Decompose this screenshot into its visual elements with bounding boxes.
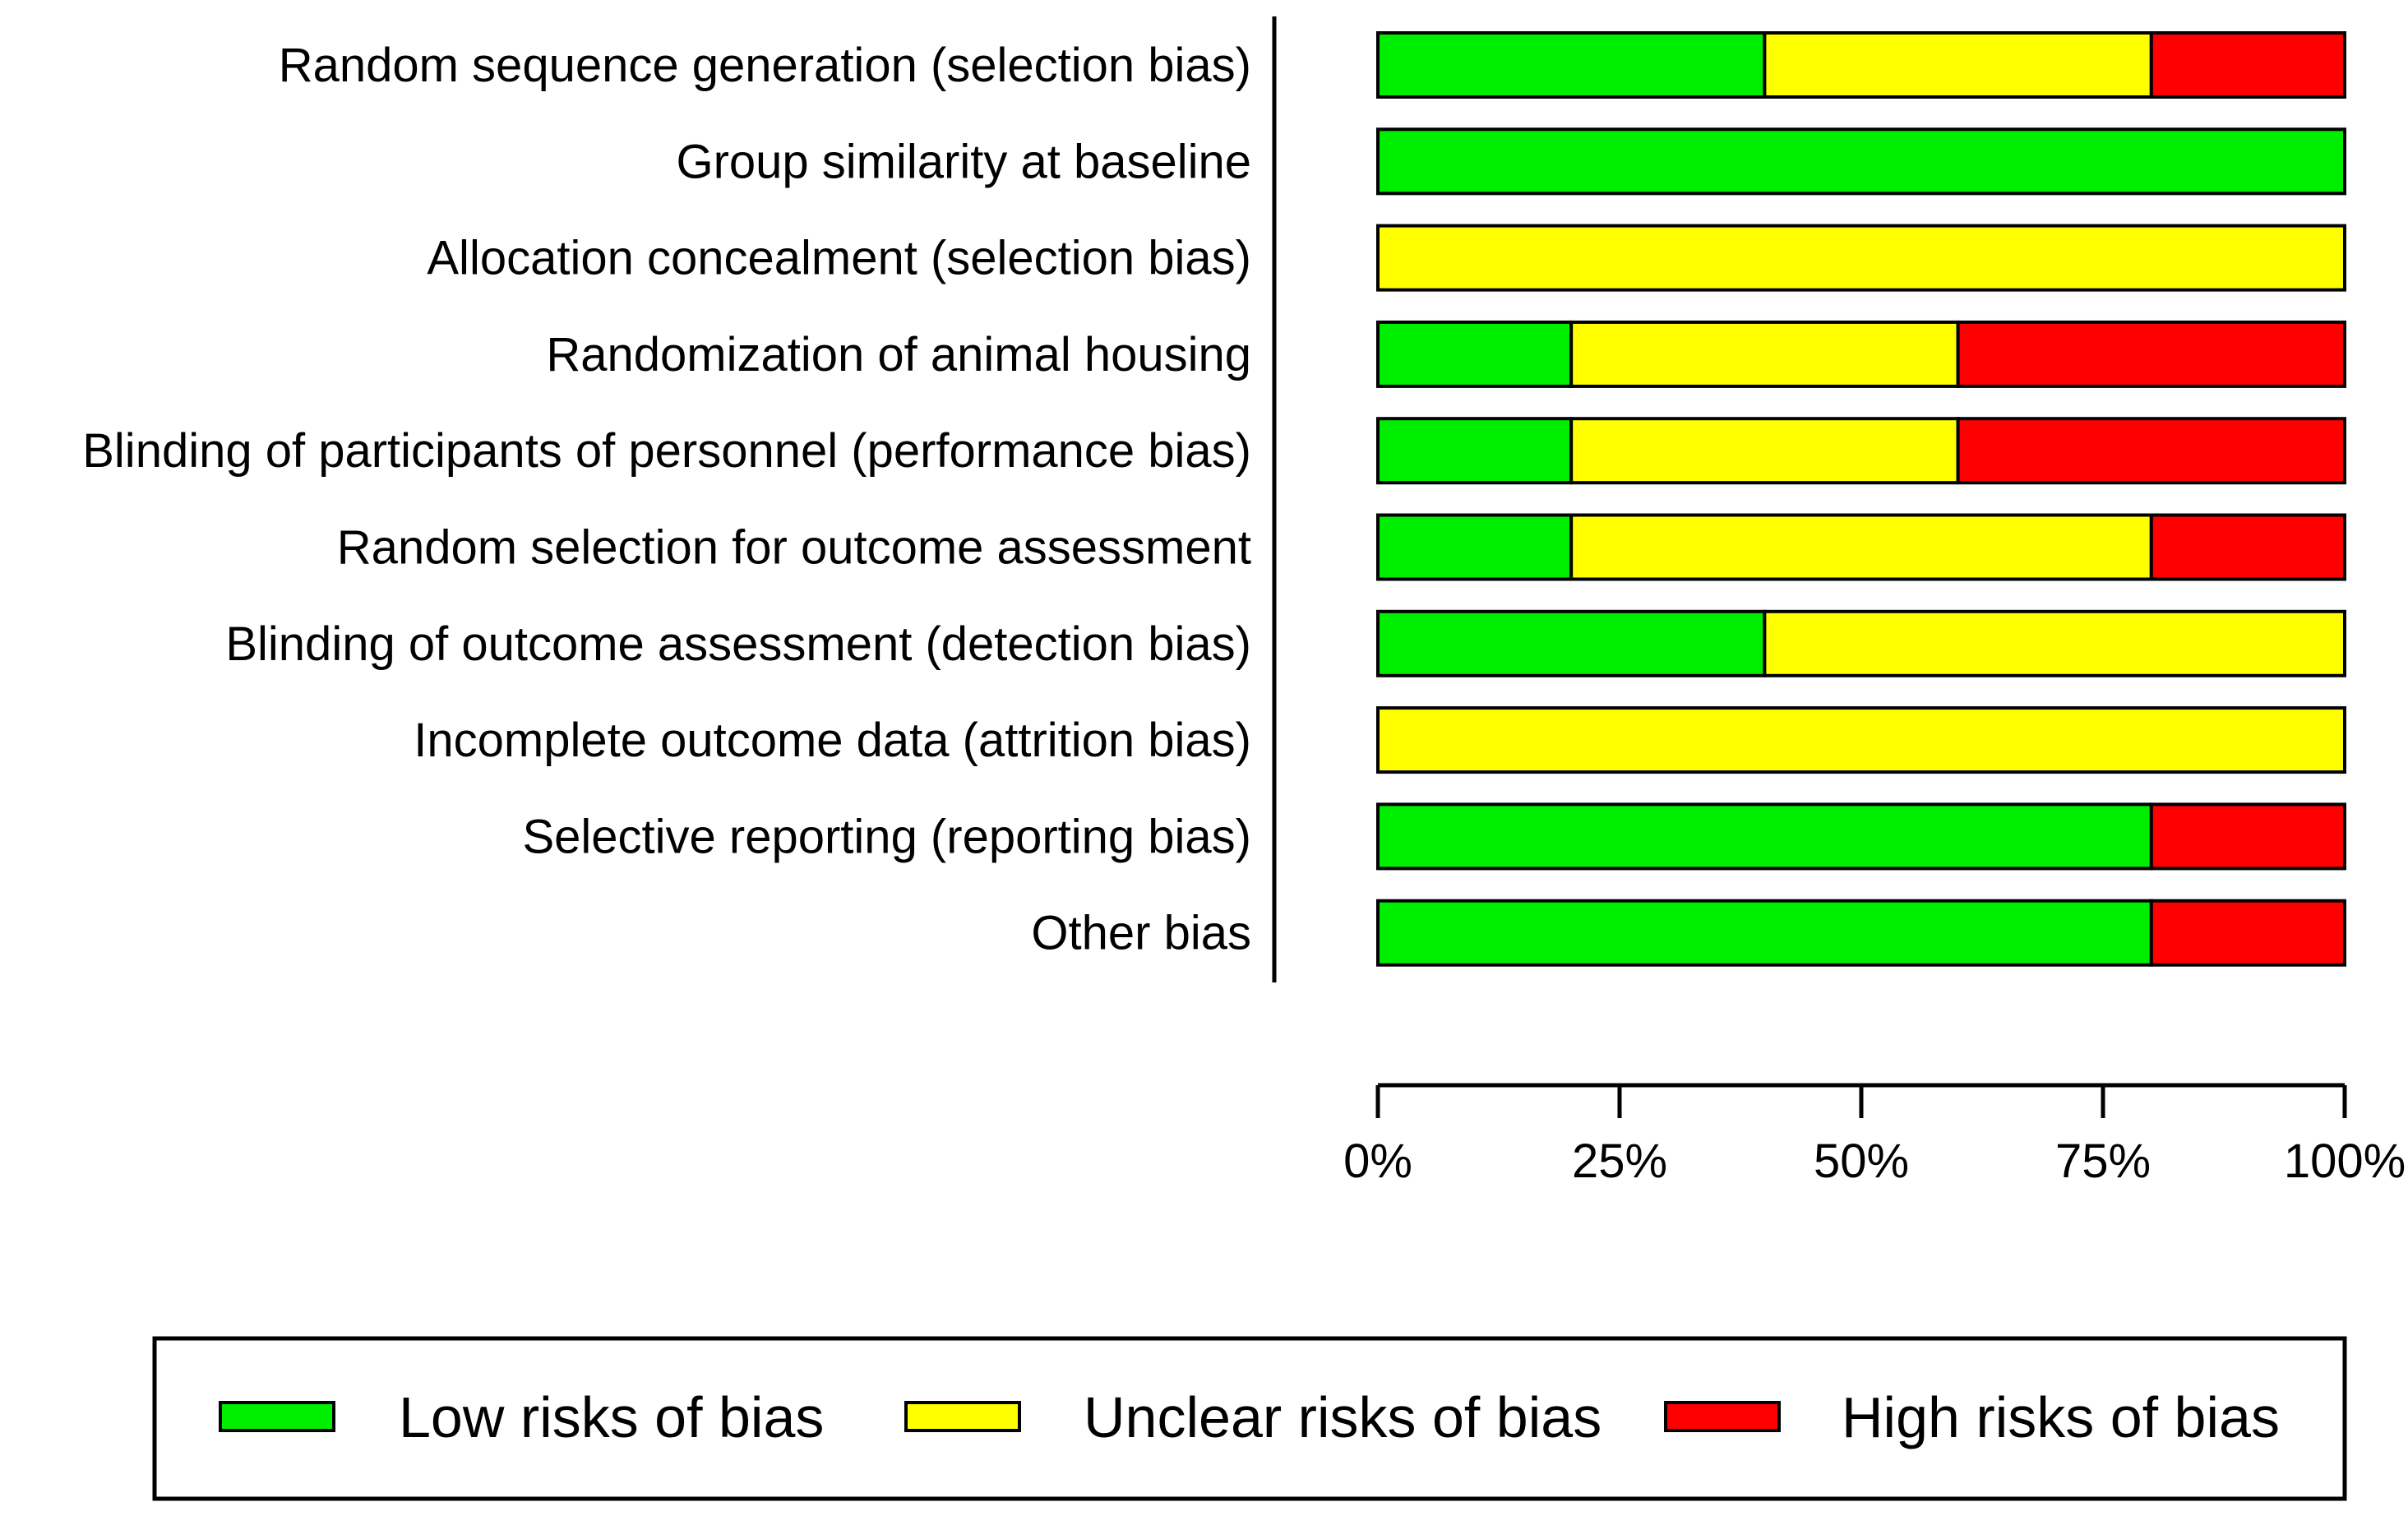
bar-high-risks-of-bias-4 — [1956, 320, 2347, 388]
legend-label-unclear-risks-of-bias: Unclear risks of bias — [1084, 1385, 1601, 1449]
category-label-randomization-of-animal-housing: Randomization of animal housing — [546, 328, 1251, 381]
category-label-blinding-of-participants-of-personnel-performance-bias: Blinding of participants of personnel (p… — [82, 424, 1251, 478]
bar-low-risks-of-bias-1 — [1376, 31, 1767, 99]
legend-box — [152, 1336, 2347, 1501]
category-label-selective-reporting-reporting-bias: Selective reporting (reporting bias) — [522, 810, 1251, 863]
bar-unclear-risks-of-bias-3 — [1376, 224, 2346, 292]
legend-swatch-unclear-risks-of-bias — [904, 1401, 1021, 1432]
bar-low-risks-of-bias-9 — [1376, 802, 2153, 871]
x-tick-label-50: 50% — [1814, 1135, 1909, 1188]
bar-high-risks-of-bias-9 — [2149, 802, 2347, 871]
bar-low-risks-of-bias-6 — [1376, 513, 1574, 581]
category-label-incomplete-outcome-data-attrition-bias: Incomplete outcome data (attrition bias) — [414, 714, 1251, 767]
legend-label-low-risks-of-bias: Low risks of bias — [399, 1385, 824, 1449]
bar-unclear-risks-of-bias-4 — [1569, 320, 1960, 388]
category-label-random-selection-for-outcome-assessment: Random selection for outcome assessment — [337, 521, 1251, 575]
category-label-other-bias: Other bias — [1031, 907, 1251, 960]
bar-high-risks-of-bias-5 — [1956, 417, 2347, 485]
category-label-random-sequence-generation-selection-bias: Random sequence generation (selection bi… — [279, 39, 1251, 92]
bar-low-risks-of-bias-2 — [1376, 127, 2346, 196]
x-tick-label-0: 0% — [1343, 1135, 1412, 1188]
bar-unclear-risks-of-bias-1 — [1763, 31, 2153, 99]
legend: Low risks of bias Unclear risks of bias Hi… — [152, 1336, 2347, 1501]
legend-swatch-high-risks-of-bias — [1664, 1401, 1781, 1432]
bar-low-risks-of-bias-10 — [1376, 899, 2153, 967]
bars — [1376, 31, 2347, 967]
bar-high-risks-of-bias-1 — [2149, 31, 2347, 99]
x-tick-label-25: 25% — [1572, 1135, 1667, 1188]
category-label-allocation-concealment-selection-bias: Allocation concealment (selection bias) — [427, 232, 1251, 285]
legend-label-high-risks-of-bias: High risks of bias — [1842, 1385, 2280, 1449]
bar-low-risks-of-bias-5 — [1376, 417, 1574, 485]
x-tick-label-75: 75% — [2055, 1135, 2151, 1188]
bar-low-risks-of-bias-4 — [1376, 320, 1574, 388]
category-labels: Random sequence generation (selection bi… — [82, 39, 1251, 960]
bar-high-risks-of-bias-6 — [2149, 513, 2347, 581]
bar-unclear-risks-of-bias-5 — [1569, 417, 1960, 485]
bar-unclear-risks-of-bias-7 — [1763, 609, 2346, 677]
bar-low-risks-of-bias-7 — [1376, 609, 1767, 677]
bar-high-risks-of-bias-10 — [2149, 899, 2347, 967]
category-label-blinding-of-outcome-assessment-detection-bias: Blinding of outcome assessment (detectio… — [225, 617, 1251, 671]
bar-unclear-risks-of-bias-6 — [1569, 513, 2153, 581]
x-tick-label-100: 100% — [2284, 1135, 2406, 1188]
legend-swatch-low-risks-of-bias — [219, 1401, 335, 1432]
category-label-group-similarity-at-baseline: Group similarity at baseline — [676, 135, 1251, 188]
x-axis: 0% 25% 50% 75% 100% — [1343, 1083, 2406, 1188]
bar-unclear-risks-of-bias-8 — [1376, 706, 2346, 774]
